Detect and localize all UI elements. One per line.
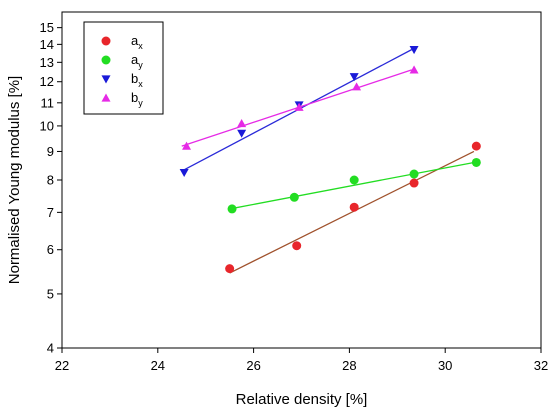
x-axis-label: Relative density [%]: [236, 391, 368, 408]
y-tick-label: 8: [47, 173, 54, 188]
data-point-ax: [225, 264, 235, 274]
data-point-ay: [289, 192, 299, 202]
y-tick-label: 9: [47, 144, 54, 159]
y-tick-label: 15: [40, 20, 54, 35]
y-axis-label: Normalised Young modulus [%]: [6, 76, 23, 284]
y-tick-label: 14: [40, 37, 54, 52]
x-tick-label: 22: [55, 358, 69, 373]
legend-marker-ay: [101, 55, 111, 65]
x-tick-label: 32: [534, 358, 548, 373]
y-tick-label: 7: [47, 205, 54, 220]
y-tick-label: 6: [47, 242, 54, 257]
plot-layer: [179, 46, 481, 274]
data-point-by: [294, 102, 304, 111]
data-point-ax: [292, 241, 302, 251]
fit-line-ay: [229, 161, 475, 210]
data-point-ax: [471, 141, 481, 151]
data-point-ay: [349, 175, 359, 185]
data-point-by: [352, 82, 362, 91]
y-tick-label: 10: [40, 118, 54, 133]
data-point-by: [182, 141, 192, 150]
y-tick-label: 13: [40, 55, 54, 70]
data-point-ay: [227, 204, 237, 214]
y-tick-label: 12: [40, 74, 54, 89]
x-tick-label: 26: [246, 358, 260, 373]
data-point-ay: [409, 169, 419, 179]
y-tick-label: 5: [47, 286, 54, 301]
fit-line-ax: [229, 150, 475, 274]
x-tick-label: 24: [151, 358, 165, 373]
data-point-by: [409, 65, 419, 74]
data-point-ax: [409, 178, 419, 188]
x-tick-label: 28: [342, 358, 356, 373]
y-tick-label: 11: [41, 95, 55, 110]
legend-marker-by: [101, 93, 111, 102]
data-point-ay: [471, 157, 481, 167]
data-point-bx: [179, 168, 189, 178]
y-tick-label: 4: [47, 341, 54, 356]
legend-box: [83, 21, 164, 115]
data-point-bx: [237, 129, 247, 138]
data-point-ax: [349, 202, 359, 212]
data-point-by: [237, 119, 247, 128]
x-tick-label: 30: [438, 358, 452, 373]
data-point-bx: [349, 73, 359, 82]
axis-layer: 22 24 26 28 30 32 4 5 6 7 8 9 10 11 12 13 14 15: [40, 11, 548, 373]
legend-marker-bx: [101, 75, 111, 84]
data-point-bx: [409, 46, 419, 55]
legend-marker-ax: [101, 36, 111, 46]
